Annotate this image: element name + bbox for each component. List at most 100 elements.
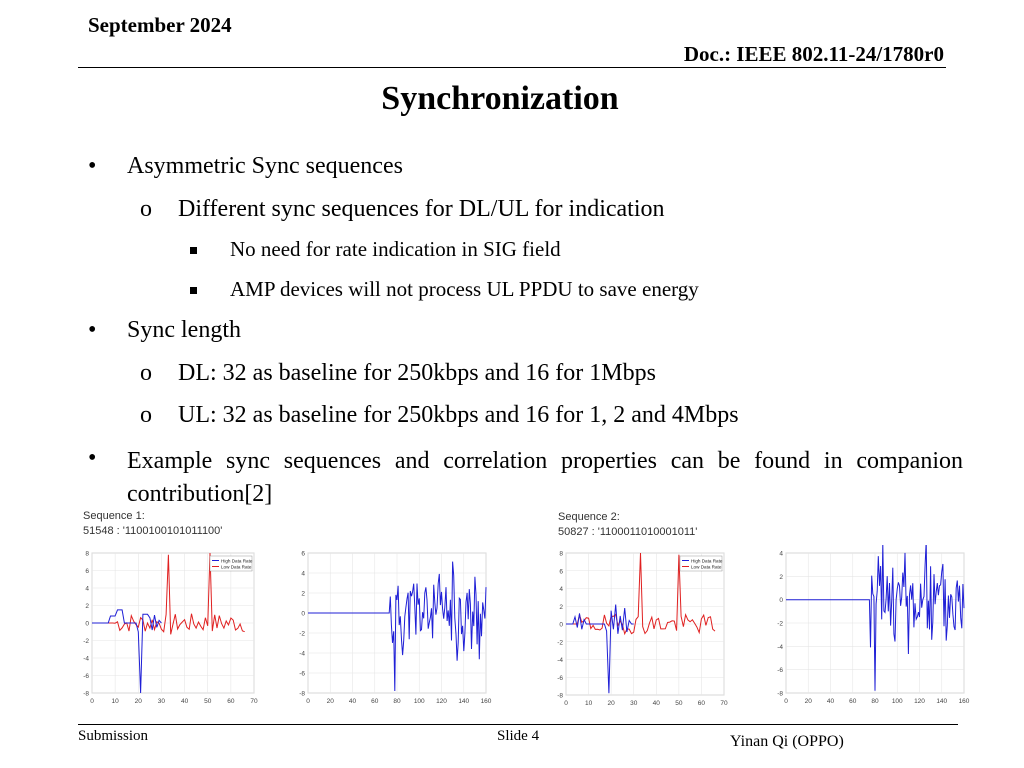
slide-title: Synchronization [381,80,619,117]
x-tick-label: 20 [327,698,335,705]
sub-bullet-marker: o [140,196,152,222]
y-tick-label: 6 [559,568,563,575]
x-tick-label: 20 [135,698,143,705]
y-tick-label: 4 [779,551,783,558]
legend-label-low: Low Data Rate [221,565,252,570]
x-tick-label: 50 [204,698,212,705]
x-tick-label: 70 [720,700,728,707]
y-tick-label: 0 [559,622,563,629]
y-tick-label: -6 [299,671,305,678]
sub-bullet-marker: o [140,360,152,386]
x-tick-label: 60 [698,700,706,707]
y-tick-label: -8 [777,691,783,698]
series-high-data-rate [92,609,162,694]
footer-submission: Submission [78,728,149,744]
x-tick-label: 30 [630,700,638,707]
bullet-marker: • [88,317,97,343]
x-tick-label: 0 [306,698,310,705]
x-tick-label: 20 [805,698,813,705]
x-tick-label: 40 [349,698,357,705]
x-tick-label: 0 [90,698,94,705]
y-tick-label: 2 [779,574,783,581]
y-tick-label: -2 [777,621,783,628]
square-bullet-icon [190,247,197,254]
x-tick-label: 10 [585,700,593,707]
series-correlation [786,545,965,691]
bullet-marker: • [88,153,97,179]
legend-label-high: High Data Rate [221,559,253,564]
x-tick-label: 20 [608,700,616,707]
legend-label-high: High Data Rate [691,559,723,564]
y-tick-label: -4 [777,644,783,651]
bullet-marker: • [88,445,97,471]
x-tick-label: 60 [849,698,857,705]
y-tick-label: 0 [301,611,305,618]
x-tick-label: 60 [371,698,379,705]
sub-sub-bullet-text: No need for rate indication in SIG field [230,237,561,261]
x-tick-label: 100 [414,698,425,705]
sub-bullet-text: Different sync sequences for DL/UL for i… [178,196,665,222]
x-tick-label: 30 [158,698,166,705]
y-tick-label: -2 [83,638,89,645]
x-tick-label: 160 [959,698,970,705]
y-tick-label: 2 [559,604,563,611]
sub-bullet-text: UL: 32 as baseline for 250kbps and 16 fo… [178,402,739,428]
y-tick-label: 8 [85,551,89,558]
x-tick-label: 50 [675,700,683,707]
legend-label-low: Low Data Rate [691,565,722,570]
x-tick-label: 140 [458,698,469,705]
header-rule [78,67,946,68]
x-tick-label: 120 [914,698,925,705]
y-tick-label: 4 [85,586,89,593]
series-correlation [308,561,487,692]
y-tick-label: 0 [779,597,783,604]
x-tick-label: 70 [250,698,258,705]
sequence-2-label: Sequence 2: [558,511,620,523]
series-low-data-rate [92,552,245,635]
x-tick-label: 120 [436,698,447,705]
x-tick-label: 40 [181,698,189,705]
sequence-2-value: 50827 : '1100011010001011' [558,526,698,538]
y-tick-label: -8 [83,691,89,698]
sub-sub-bullet-text: AMP devices will not process UL PPDU to … [230,277,699,301]
series-high-data-rate [566,604,634,694]
y-tick-label: 2 [301,591,305,598]
bullet-text: Example sync sequences and correlation p… [127,448,963,507]
sequence-1-caption: Sequence 1: 51548 : '1100100101011100' [83,509,222,539]
y-tick-label: 6 [85,568,89,575]
x-tick-label: 100 [892,698,903,705]
y-tick-label: 4 [301,571,305,578]
y-tick-label: -6 [557,675,563,682]
x-tick-label: 140 [936,698,947,705]
y-tick-label: -4 [557,657,563,664]
y-tick-label: -6 [83,673,89,680]
sequence-1-label: Sequence 1: [83,510,145,522]
bullet-text: Asymmetric Sync sequences [127,153,403,179]
bullet-text: Sync length [127,317,241,343]
y-tick-label: -8 [299,691,305,698]
x-tick-label: 0 [784,698,788,705]
y-tick-label: -6 [777,667,783,674]
header-doc-id: Doc.: IEEE 802.11-24/1780r0 [683,42,944,66]
sequence-2-caption: Sequence 2: 50827 : '1100011010001011' [558,510,697,540]
x-tick-label: 80 [871,698,879,705]
y-tick-label: -4 [299,651,305,658]
x-tick-label: 160 [481,698,492,705]
x-tick-label: 60 [227,698,235,705]
footer-author: Yinan Qi (OPPO) [730,733,844,750]
y-tick-label: 4 [559,586,563,593]
legend-box [679,555,723,572]
footer-rule [78,724,958,725]
sub-bullet-text: DL: 32 as baseline for 250kbps and 16 fo… [178,360,656,386]
series-low-data-rate [566,552,716,636]
header-date: September 2024 [88,13,232,37]
x-tick-label: 40 [653,700,661,707]
x-tick-label: 10 [112,698,120,705]
x-tick-label: 40 [827,698,835,705]
y-tick-label: -2 [557,639,563,646]
sequence-1-value: 51548 : '1100100101011100' [83,525,223,537]
